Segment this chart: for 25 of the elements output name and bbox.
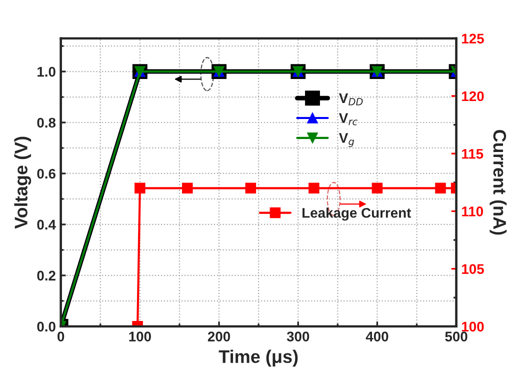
legend-label: Leakage Current <box>302 208 412 221</box>
y-tick-label: 0.0 <box>37 322 56 332</box>
y-tick-label: 0.8 <box>37 118 56 128</box>
x-tick-label: 500 <box>445 332 468 342</box>
y2-tick-label: 105 <box>462 264 484 274</box>
y2-tick-label: 115 <box>462 149 484 159</box>
y-tick-label: 0.6 <box>37 168 56 179</box>
x-tick-label: 100 <box>129 332 151 342</box>
y2-axis-title: Current (nA) <box>490 130 507 235</box>
y2-tick-label: 125 <box>462 34 484 44</box>
x-tick-label: 0 <box>58 332 64 342</box>
y-tick-label: 0.4 <box>37 220 56 230</box>
legend-label: V$_{DD}$ <box>338 93 363 106</box>
legend-label: V$_{g}$ <box>338 133 354 148</box>
y2-tick-label: 120 <box>462 91 484 102</box>
x-axis-title: Time (μs) <box>218 350 298 367</box>
y2-tick-label: 110 <box>462 206 483 216</box>
legend-label: V$_{rc}$ <box>338 113 358 126</box>
x-tick-label: 300 <box>286 332 310 342</box>
x-tick-label: 200 <box>208 332 230 342</box>
y2-tick-label: 100 <box>462 322 484 332</box>
y-tick-label: 0.2 <box>37 270 56 281</box>
y-axis-title: Voltage (V) <box>14 136 32 229</box>
y-tick-label: 1.0 <box>38 66 56 77</box>
x-tick-label: 400 <box>366 332 388 342</box>
